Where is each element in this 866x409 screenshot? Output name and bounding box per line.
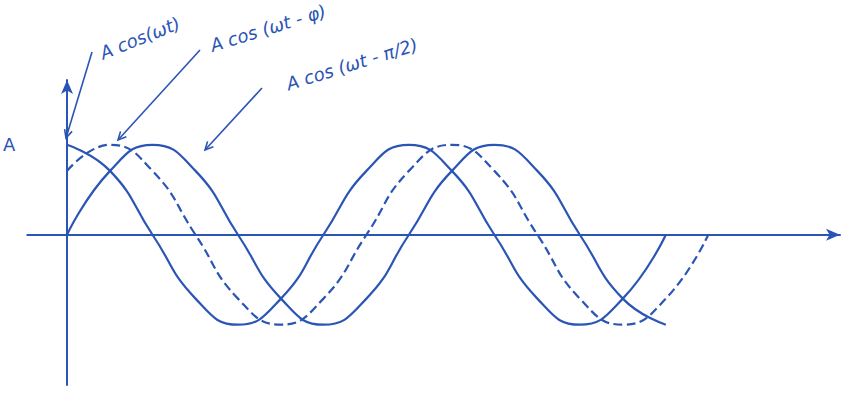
- svg-text:A cos (ωt - π/2): A cos (ωt - π/2): [283, 34, 420, 95]
- svg-text:A cos (ωt - φ): A cos (ωt - φ): [207, 0, 329, 56]
- svg-text:A cos(ωt): A cos(ωt): [96, 13, 183, 64]
- svg-text:A: A: [3, 134, 16, 155]
